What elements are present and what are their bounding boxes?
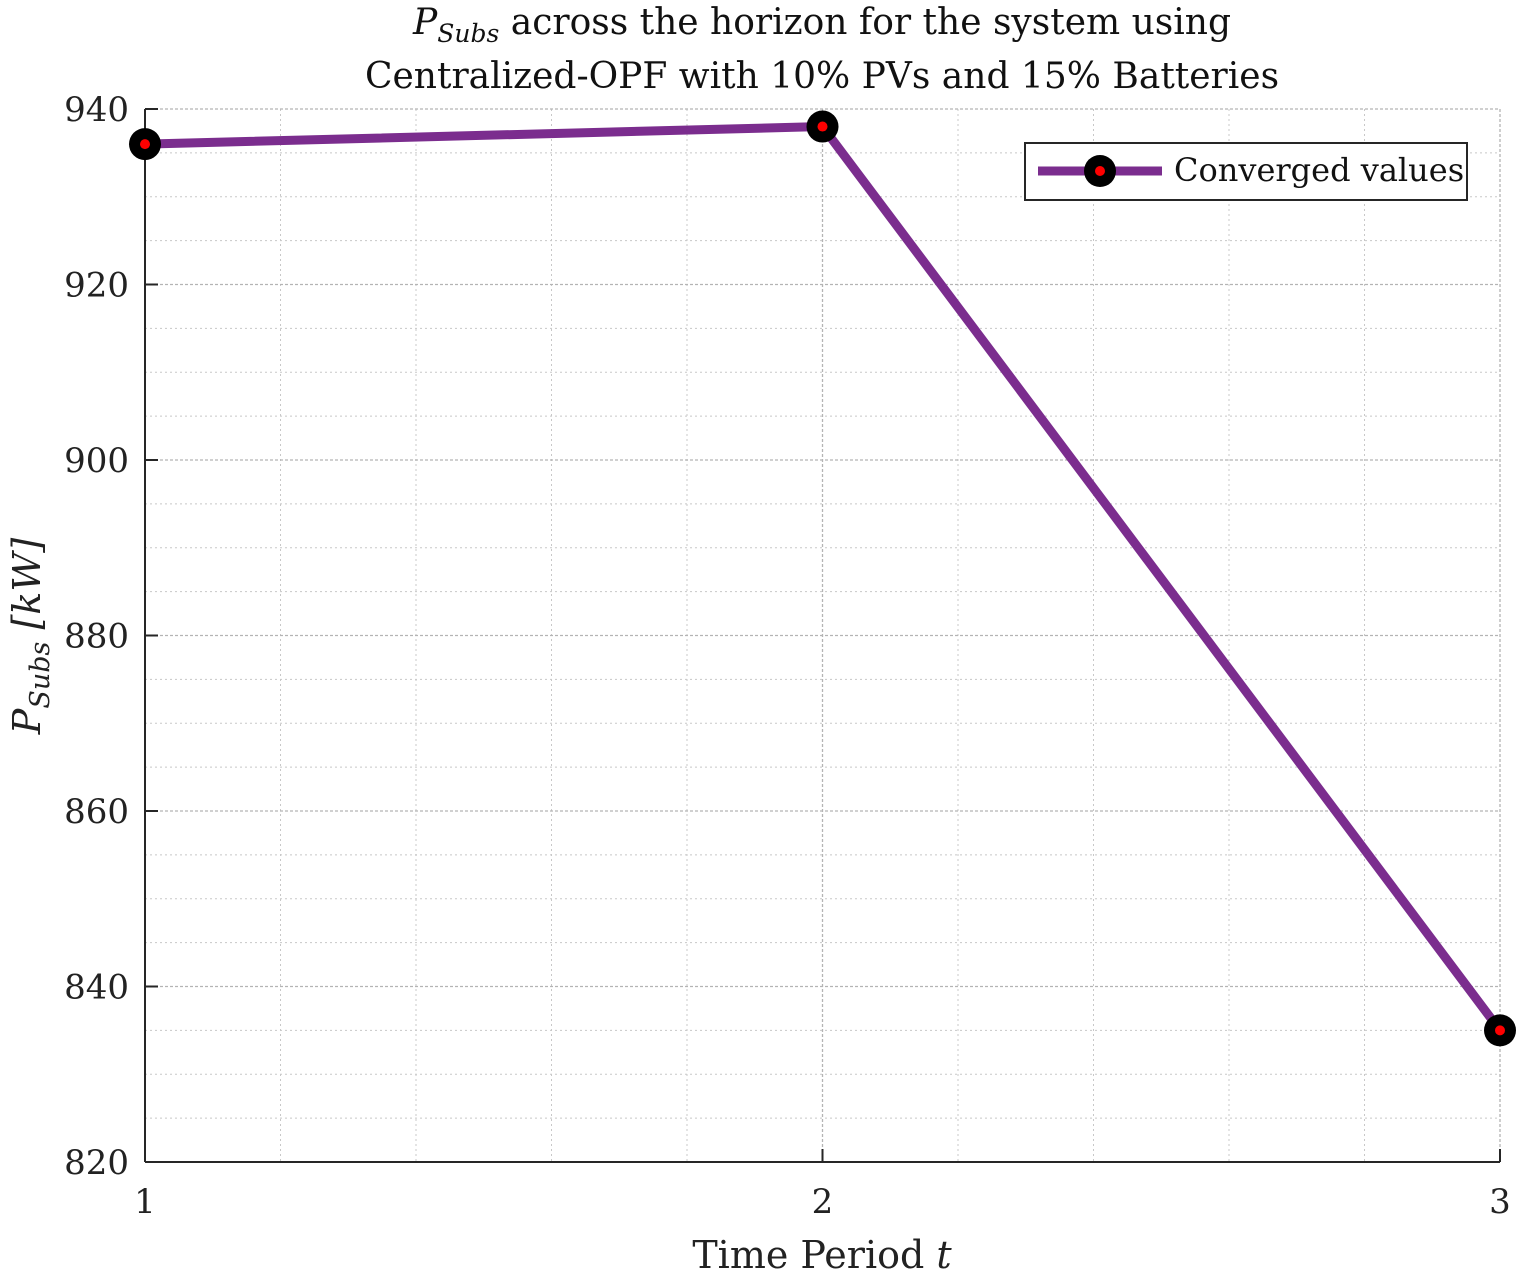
x-axis-label: Time Period t [692, 1233, 952, 1274]
y-tick-label: 820 [64, 1143, 129, 1183]
y-tick-label: 840 [64, 968, 129, 1008]
tick-labels: 820 840 860 880 900 920 940 1 2 3 [64, 90, 1511, 1222]
title-rest: across the horizon for the system using [499, 2, 1231, 43]
axes [144, 108, 1501, 1163]
y-axis-label: PSubs [kW] [5, 538, 56, 736]
chart-title-line-1: PSubs across the horizon for the system … [412, 2, 1231, 48]
title-subscript: Subs [437, 19, 499, 48]
x-tick-label: 2 [812, 1182, 834, 1222]
legend-marker-center [1095, 166, 1105, 176]
x-tick-label: 3 [1489, 1182, 1511, 1222]
data-series [129, 110, 1516, 1047]
y-tick-label: 900 [64, 441, 129, 481]
y-tick-label: 920 [64, 266, 129, 306]
legend-label: Converged values [1174, 151, 1464, 189]
legend: Converged values [1024, 142, 1468, 201]
y-tick-label: 860 [64, 792, 129, 832]
y-tick-label: 880 [64, 617, 129, 657]
grid-lines [144, 108, 1501, 1163]
data-point-marker-center [140, 139, 150, 150]
data-point-marker-center [817, 121, 828, 132]
legend-box [1024, 142, 1468, 201]
data-point-marker-center [1495, 1025, 1505, 1036]
chart-title-line-2: Centralized-OPF with 10% PVs and 15% Bat… [365, 56, 1279, 97]
title-symbol: P [412, 2, 438, 43]
x-tick-label: 1 [134, 1182, 156, 1222]
y-tick-label: 940 [64, 90, 129, 130]
